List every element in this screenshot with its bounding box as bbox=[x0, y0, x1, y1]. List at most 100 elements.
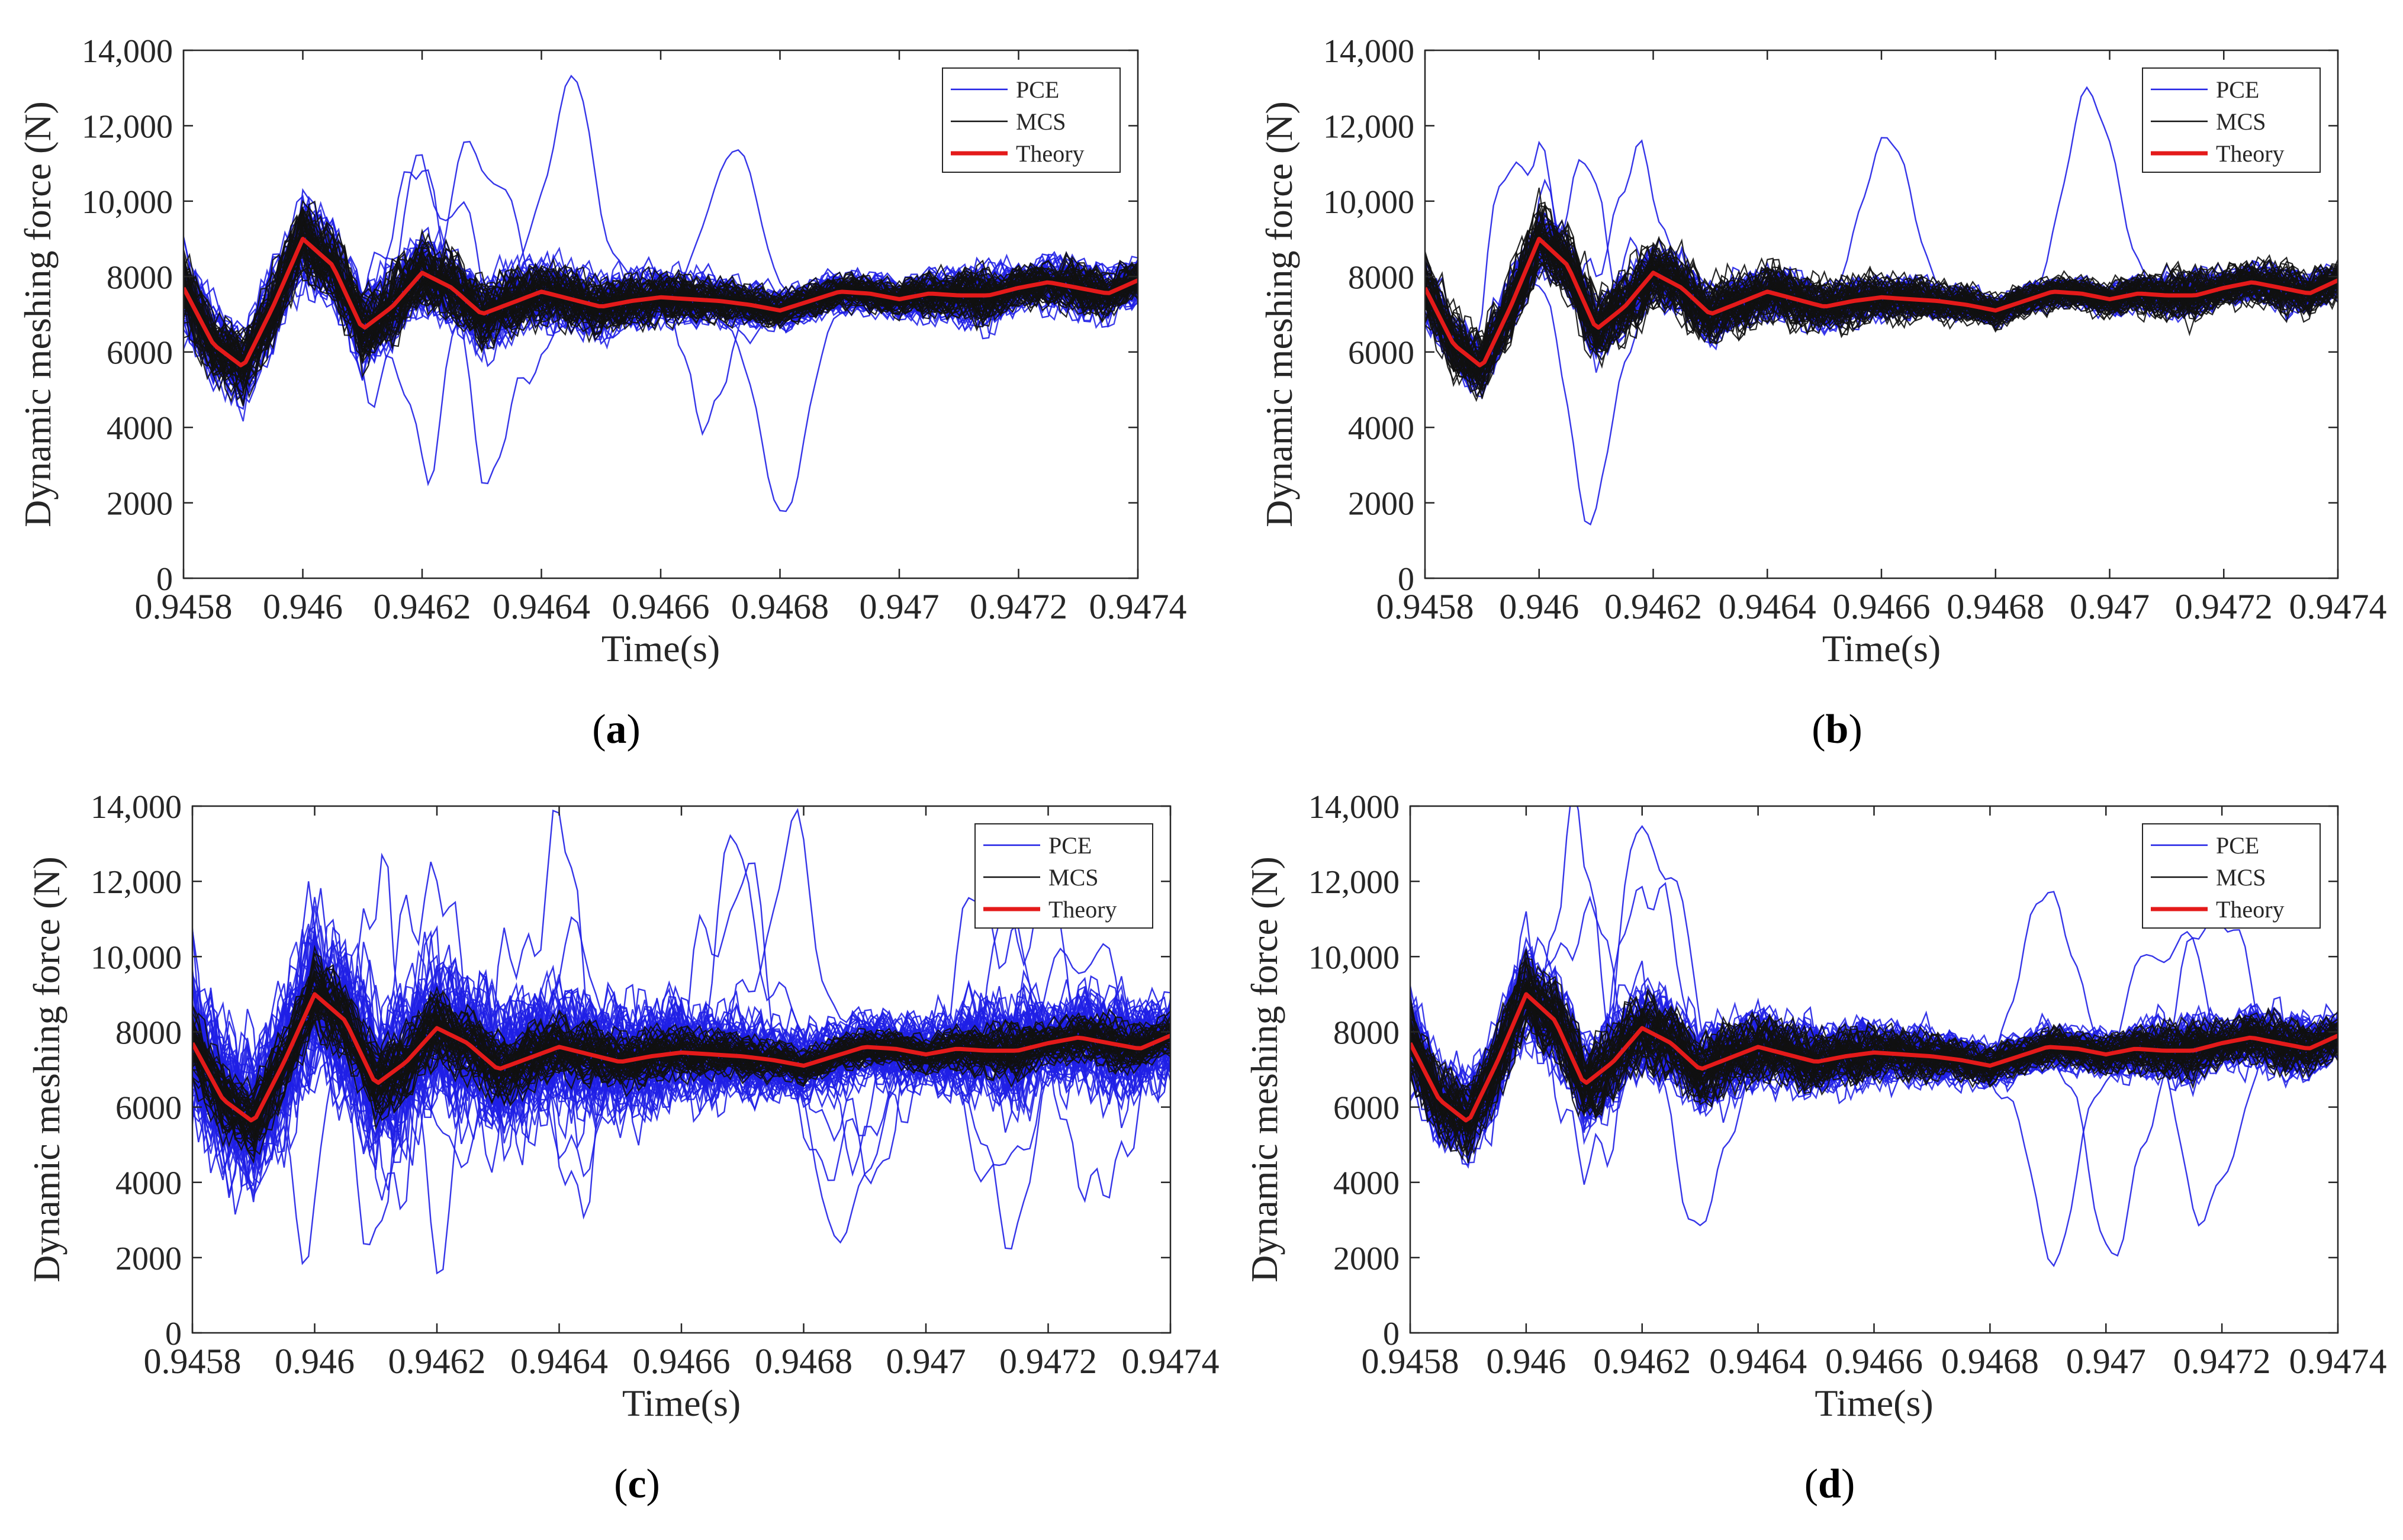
panel-caption-b: (b) bbox=[1812, 707, 1862, 752]
x-tick-label: 0.9466 bbox=[633, 1342, 731, 1381]
y-tick-label: 12,000 bbox=[1323, 108, 1414, 145]
x-tick-label: 0.9464 bbox=[1719, 587, 1816, 626]
x-tick-label: 0.946 bbox=[1499, 587, 1579, 626]
x-tick-label: 0.9474 bbox=[2289, 587, 2387, 626]
x-tick-label: 0.9468 bbox=[731, 587, 829, 626]
y-tick-label: 4000 bbox=[1333, 1165, 1400, 1202]
chart-panel-a: 0.9458 0.946 0.9462 0.9464 0.9466 0.9468 0.947… bbox=[17, 33, 1187, 752]
y-tick-label: 14,000 bbox=[82, 33, 173, 70]
x-tick-label: 0.9466 bbox=[1833, 587, 1931, 626]
mcs-series-a bbox=[184, 199, 1138, 407]
theory-line-c bbox=[192, 992, 1170, 1123]
mcs-line bbox=[184, 237, 1138, 381]
plot-area-b bbox=[1425, 86, 2338, 526]
mcs-line bbox=[1410, 957, 2338, 1140]
x-tick-label: 0.9464 bbox=[1709, 1342, 1807, 1381]
x-tick-label: 0.9458 bbox=[1376, 587, 1474, 626]
panel-caption-d: (d) bbox=[1804, 1461, 1855, 1507]
x-tick-label: 0.9472 bbox=[999, 1342, 1097, 1381]
chart-panel-b: 0.9458 0.946 0.9462 0.9464 0.9466 0.9468 0.947… bbox=[1258, 33, 2387, 752]
x-tick-label: 0.946 bbox=[263, 587, 343, 626]
y-tick-label: 6000 bbox=[115, 1090, 182, 1127]
y-tick-label: 14,000 bbox=[91, 789, 182, 826]
x-tick-label: 0.947 bbox=[886, 1342, 966, 1381]
x-tick-label: 0.9468 bbox=[1947, 587, 2044, 626]
plot-area-c bbox=[192, 808, 1170, 1275]
panel-caption-a: (a) bbox=[592, 707, 641, 752]
y-tick-label: 6000 bbox=[1333, 1090, 1400, 1127]
x-tick-label: 0.9462 bbox=[374, 587, 471, 626]
legend-label-mcs: MCS bbox=[2216, 108, 2266, 135]
mcs-line bbox=[1410, 970, 2338, 1161]
legend-label-pce: PCE bbox=[2216, 832, 2259, 859]
plot-area-d bbox=[1410, 806, 2338, 1267]
x-tick-label: 0.9472 bbox=[970, 587, 1067, 626]
mcs-line bbox=[184, 209, 1138, 378]
panel-caption-c: (c) bbox=[614, 1461, 660, 1507]
chart-panel-c: 0.9458 0.946 0.9462 0.9464 0.9466 0.9468 0.947… bbox=[25, 789, 1220, 1507]
theory-line-a bbox=[184, 237, 1138, 368]
y-axis-label: Dynamic meshing force (N) bbox=[25, 856, 67, 1283]
x-tick-label: 0.946 bbox=[275, 1342, 355, 1381]
y-tick-label: 10,000 bbox=[1323, 184, 1414, 221]
y-tick-label: 10,000 bbox=[82, 184, 173, 221]
y-tick-label: 10,000 bbox=[91, 939, 182, 976]
mcs-line bbox=[1425, 229, 2338, 371]
y-tick-label: 2000 bbox=[1348, 486, 1414, 523]
y-tick-label: 6000 bbox=[107, 335, 173, 372]
mcs-line bbox=[184, 221, 1138, 375]
mcs-line bbox=[1410, 985, 2338, 1115]
y-tick-label: 8000 bbox=[115, 1014, 182, 1051]
mcs-line bbox=[192, 995, 1170, 1126]
legend-label-pce: PCE bbox=[1016, 76, 1059, 103]
x-axis-label: Time(s) bbox=[1815, 1382, 1933, 1424]
x-tick-label: 0.9462 bbox=[388, 1342, 486, 1381]
y-tick-label: 2000 bbox=[115, 1241, 182, 1277]
mcs-series-d bbox=[1410, 949, 2338, 1164]
legend-label-mcs: MCS bbox=[1016, 108, 1066, 135]
mcs-line bbox=[192, 980, 1170, 1140]
y-tick-label: 8000 bbox=[1333, 1014, 1400, 1051]
legend-label-theory: Theory bbox=[1016, 140, 1085, 167]
y-tick-label: 8000 bbox=[1348, 259, 1414, 296]
x-tick-label: 0.947 bbox=[2066, 1342, 2146, 1381]
y-tick-label: 8000 bbox=[107, 259, 173, 296]
x-tick-label: 0.9468 bbox=[1941, 1342, 2039, 1381]
x-axis-label: Time(s) bbox=[1822, 627, 1941, 669]
legend-label-theory: Theory bbox=[2216, 896, 2285, 923]
chart-panel-d: 0.9458 0.946 0.9462 0.9464 0.9466 0.9468 0.947… bbox=[1243, 789, 2387, 1507]
x-tick-label: 0.9462 bbox=[1593, 1342, 1691, 1381]
x-tick-label: 0.947 bbox=[2070, 587, 2150, 626]
x-axis-label: Time(s) bbox=[622, 1382, 741, 1424]
x-tick-label: 0.9474 bbox=[1089, 587, 1187, 626]
x-tick-label: 0.9466 bbox=[612, 587, 710, 626]
x-tick-label: 0.9472 bbox=[2175, 587, 2273, 626]
legend-label-pce: PCE bbox=[2216, 76, 2259, 103]
legend-a: PCE MCS Theory bbox=[942, 67, 1121, 173]
y-tick-label: 4000 bbox=[107, 410, 173, 447]
theory-line-d bbox=[1410, 992, 2338, 1123]
x-tick-label: 0.9458 bbox=[144, 1342, 242, 1381]
x-tick-label: 0.9458 bbox=[135, 587, 233, 626]
legend-d: PCE MCS Theory bbox=[2142, 823, 2321, 929]
mcs-line bbox=[1425, 220, 2338, 386]
y-axis-label: Dynamic meshing force (N) bbox=[1258, 101, 1300, 527]
legend-b: PCE MCS Theory bbox=[2142, 67, 2321, 173]
pce-outlier-line bbox=[1410, 806, 2338, 1149]
y-tick-label: 6000 bbox=[1348, 335, 1414, 372]
x-tick-label: 0.9474 bbox=[1122, 1342, 1220, 1381]
y-axis-label: Dynamic meshing force (N) bbox=[1243, 856, 1285, 1283]
y-tick-label: 4000 bbox=[115, 1165, 182, 1202]
y-tick-label: 12,000 bbox=[1308, 864, 1400, 901]
legend-label-theory: Theory bbox=[1048, 896, 1117, 923]
y-axis-label: Dynamic meshing force (N) bbox=[17, 101, 59, 527]
y-tick-label: 12,000 bbox=[82, 108, 173, 145]
x-tick-label: 0.9464 bbox=[493, 587, 590, 626]
legend-c: PCE MCS Theory bbox=[974, 823, 1153, 929]
x-tick-label: 0.947 bbox=[860, 587, 940, 626]
x-axis-label: Time(s) bbox=[601, 627, 720, 669]
y-tick-label: 0 bbox=[156, 561, 173, 598]
mcs-line bbox=[1425, 211, 2338, 370]
y-tick-label: 12,000 bbox=[91, 864, 182, 901]
